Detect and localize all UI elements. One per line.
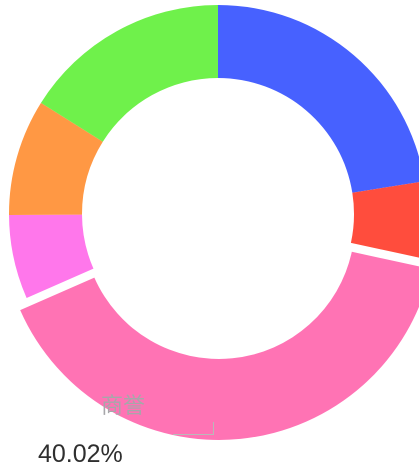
donut-slice-2[interactable] [350, 181, 419, 258]
donut-slice-5[interactable] [9, 102, 103, 216]
label-leader-tick [213, 422, 214, 435]
donut-slice-4[interactable] [9, 214, 94, 298]
donut-slice-1[interactable] [218, 5, 419, 193]
donut-slice-selected[interactable] [20, 251, 419, 440]
donut-slice-6[interactable] [40, 5, 218, 142]
selected-slice-label: 商誉 [101, 394, 146, 419]
label-leader-line [173, 434, 214, 435]
selected-slice-value: 40.02% [38, 440, 123, 468]
